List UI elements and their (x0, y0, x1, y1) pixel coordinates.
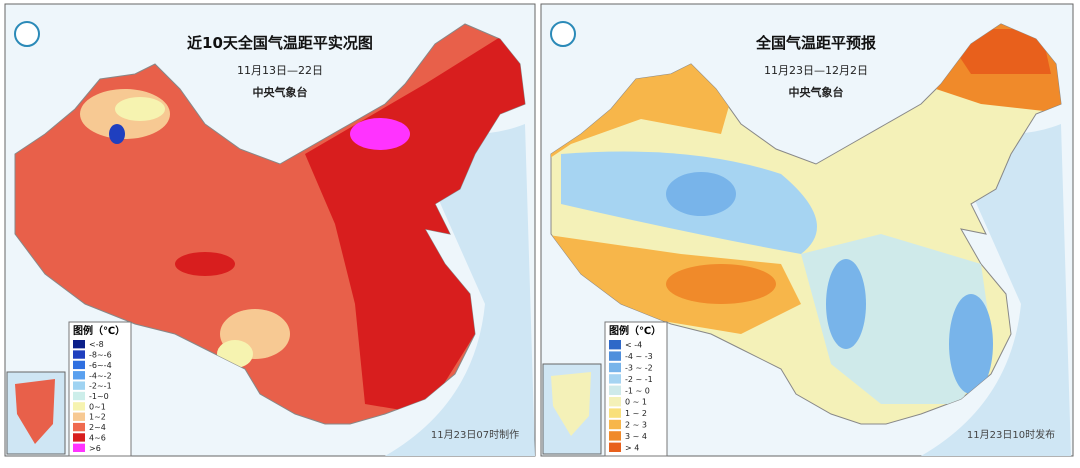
panel-left: 近10天全国气温距平实况图 11月13日—22日 中央气象台 图例（℃） <-8 -… (4, 3, 536, 457)
legend-swatch (609, 397, 621, 407)
legend-swatch (73, 350, 85, 359)
legend-swatch (73, 412, 85, 421)
legend-title: 图例（℃） (609, 324, 661, 337)
footer: 11月23日10时发布 (967, 428, 1055, 441)
legend-swatch (73, 443, 85, 452)
date-range: 11月23日—12月2日 (764, 64, 868, 77)
legend: 图例（℃） < -4 -4 ~ -3 -3 ~ -2 -2 ~ -1 -1 ~ 0 0 ~ … (604, 321, 668, 457)
legend-label: 4~6 (89, 433, 106, 442)
legend-swatch (73, 391, 85, 401)
legend-label: -1~0 (89, 392, 109, 401)
legend-swatch (73, 433, 85, 442)
legend-label: -2 ~ -1 (625, 375, 653, 384)
legend-label: 1~2 (89, 413, 106, 422)
legend-swatch (609, 442, 621, 452)
legend-label: 3 ~ 4 (625, 432, 647, 441)
legend-label: -2~-1 (89, 382, 112, 391)
legend-swatch (73, 402, 85, 411)
legend-label: -6~-4 (89, 361, 112, 370)
legend-swatch (609, 362, 621, 373)
legend-swatch (73, 340, 85, 349)
legend-label: < -4 (625, 341, 642, 350)
issuer: 中央气象台 (789, 85, 844, 99)
legend-label: -3 ~ -2 (625, 364, 653, 373)
panel-right: 全国气温距平预报 11月23日—12月2日 中央气象台 图例（℃） < -4 -4 … (540, 3, 1074, 457)
legend-label: 1 ~ 2 (625, 409, 647, 418)
legend-label: <-8 (89, 340, 104, 349)
legend: 图例（℃） <-8 -8~-6-6~-4-4~-2 -2~-1-1~00~1 1~22~… (68, 321, 132, 457)
legend-swatch (609, 340, 621, 350)
legend-swatch (609, 419, 621, 430)
legend-label: 0 ~ 1 (625, 398, 647, 407)
legend-swatch (609, 385, 621, 395)
legend-swatch (73, 371, 85, 380)
legend-swatch (609, 431, 621, 441)
legend-swatch (609, 351, 621, 361)
legend-label: 2~4 (89, 423, 106, 432)
legend-swatch (609, 408, 621, 418)
legend-label: 2 ~ 3 (625, 421, 647, 430)
legend-swatch (73, 422, 85, 432)
title: 近10天全国气温距平实况图 (187, 34, 373, 52)
legend-label: >6 (89, 444, 101, 453)
legend-swatch (73, 360, 85, 370)
legend-label: -8~-6 (89, 351, 112, 360)
legend-label: -4 ~ -3 (625, 352, 653, 361)
legend-title: 图例（℃） (73, 324, 125, 337)
date-range: 11月13日—22日 (237, 64, 323, 77)
footer: 11月23日07时制作 (431, 428, 519, 441)
legend-label: > 4 (625, 443, 639, 452)
legend-swatch (73, 381, 85, 390)
title: 全国气温距平预报 (755, 34, 876, 52)
legend-label: -1 ~ 0 (625, 386, 650, 395)
legend-swatch (609, 374, 621, 384)
legend-label: -4~-2 (89, 371, 112, 380)
legend-label: 0~1 (89, 402, 106, 411)
issuer: 中央气象台 (253, 85, 308, 99)
